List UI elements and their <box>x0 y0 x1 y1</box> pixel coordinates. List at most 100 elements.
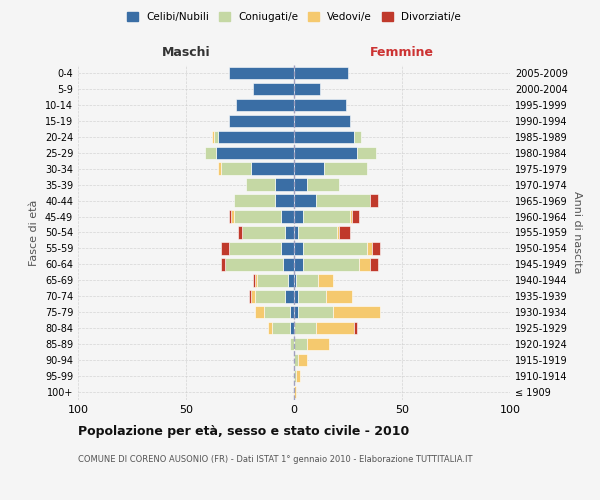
Bar <box>318 274 333 286</box>
Bar <box>356 146 376 159</box>
Bar <box>221 162 251 175</box>
Bar <box>316 322 355 334</box>
Bar <box>236 98 294 111</box>
Bar <box>294 146 356 159</box>
Bar <box>264 306 290 318</box>
Legend: Celibi/Nubili, Coniugati/e, Vedovi/e, Divorziati/e: Celibi/Nubili, Coniugati/e, Vedovi/e, Di… <box>123 8 465 26</box>
Bar <box>290 338 294 350</box>
Bar <box>324 162 367 175</box>
Bar <box>298 306 333 318</box>
Bar <box>272 322 290 334</box>
Bar <box>294 386 296 398</box>
Bar <box>294 82 320 95</box>
Bar <box>294 114 350 127</box>
Bar <box>294 130 355 143</box>
Bar <box>340 226 350 238</box>
Bar <box>255 290 286 302</box>
Bar <box>294 67 348 79</box>
Bar <box>283 258 294 270</box>
Bar <box>255 274 257 286</box>
Bar <box>253 82 294 95</box>
Bar <box>281 242 294 254</box>
Bar <box>298 226 337 238</box>
Bar <box>221 258 225 270</box>
Bar <box>251 162 294 175</box>
Bar <box>294 370 296 382</box>
Bar <box>257 274 287 286</box>
Bar <box>225 258 283 270</box>
Bar <box>247 178 275 191</box>
Bar <box>372 242 380 254</box>
Bar <box>326 290 352 302</box>
Bar <box>296 370 301 382</box>
Y-axis label: Fasce di età: Fasce di età <box>29 200 39 266</box>
Bar <box>229 210 232 223</box>
Bar <box>290 306 294 318</box>
Bar <box>307 338 329 350</box>
Bar <box>229 242 281 254</box>
Bar <box>294 274 296 286</box>
Bar <box>221 242 229 254</box>
Bar <box>205 146 216 159</box>
Bar <box>307 178 340 191</box>
Bar <box>229 67 294 79</box>
Bar <box>298 354 307 366</box>
Bar <box>333 306 380 318</box>
Bar <box>233 194 275 207</box>
Bar <box>275 178 294 191</box>
Bar <box>214 130 218 143</box>
Bar <box>302 258 359 270</box>
Bar <box>287 274 294 286</box>
Bar <box>294 194 316 207</box>
Bar <box>337 226 340 238</box>
Bar <box>355 322 356 334</box>
Bar <box>212 130 214 143</box>
Bar <box>294 338 307 350</box>
Bar <box>296 274 318 286</box>
Text: COMUNE DI CORENO AUSONIO (FR) - Dati ISTAT 1° gennaio 2010 - Elaborazione TUTTIT: COMUNE DI CORENO AUSONIO (FR) - Dati IST… <box>78 455 473 464</box>
Bar <box>370 194 378 207</box>
Bar <box>294 354 298 366</box>
Bar <box>218 130 294 143</box>
Bar <box>294 210 302 223</box>
Bar <box>302 210 350 223</box>
Bar <box>294 98 346 111</box>
Bar <box>294 306 298 318</box>
Bar <box>290 322 294 334</box>
Bar <box>275 194 294 207</box>
Bar <box>268 322 272 334</box>
Bar <box>294 290 298 302</box>
Bar <box>251 290 255 302</box>
Bar <box>355 130 361 143</box>
Bar <box>294 226 298 238</box>
Bar <box>350 210 352 223</box>
Bar <box>238 226 242 238</box>
Bar <box>281 210 294 223</box>
Bar <box>233 210 281 223</box>
Bar <box>242 226 286 238</box>
Text: Femmine: Femmine <box>370 46 434 59</box>
Text: Maschi: Maschi <box>161 46 211 59</box>
Bar <box>218 162 221 175</box>
Bar <box>352 210 359 223</box>
Bar <box>298 290 326 302</box>
Bar <box>232 210 233 223</box>
Y-axis label: Anni di nascita: Anni di nascita <box>572 191 581 274</box>
Bar <box>316 194 370 207</box>
Bar <box>294 242 302 254</box>
Bar <box>253 274 255 286</box>
Bar <box>294 258 302 270</box>
Bar <box>286 226 294 238</box>
Bar <box>216 146 294 159</box>
Bar <box>248 290 251 302</box>
Bar <box>370 258 378 270</box>
Bar <box>229 114 294 127</box>
Bar <box>367 242 372 254</box>
Bar <box>302 242 367 254</box>
Bar <box>359 258 370 270</box>
Bar <box>286 290 294 302</box>
Bar <box>294 322 316 334</box>
Bar <box>294 178 307 191</box>
Bar <box>294 162 324 175</box>
Bar <box>255 306 264 318</box>
